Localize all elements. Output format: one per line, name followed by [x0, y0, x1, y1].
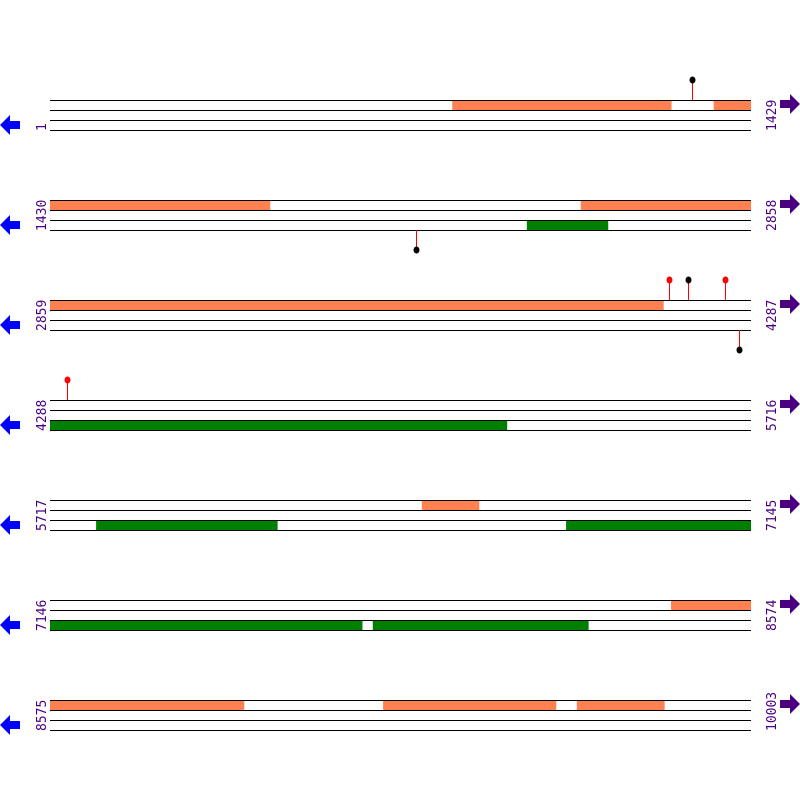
- lower-feature[interactable]: [96, 520, 278, 530]
- sequence-row: 4288 5716: [0, 376, 800, 435]
- upper-feature[interactable]: [50, 200, 271, 210]
- row-end-label: 8574: [765, 600, 780, 631]
- row-end-label: 10003: [765, 692, 780, 731]
- row-end-label: 1429: [765, 100, 780, 131]
- row-end-label: 7145: [765, 500, 780, 531]
- lower-feature[interactable]: [526, 220, 609, 230]
- sequence-row: 1430 2858: [0, 194, 800, 254]
- marker-head: [685, 276, 692, 284]
- row-end-label: 2858: [765, 200, 780, 231]
- arrow-right-icon[interactable]: [780, 494, 800, 514]
- arrow-right-icon[interactable]: [780, 694, 800, 714]
- arrow-right-icon[interactable]: [780, 94, 800, 114]
- row-start-label: 1430: [35, 200, 50, 231]
- lower-feature[interactable]: [372, 620, 589, 630]
- site-marker[interactable]: [64, 376, 71, 401]
- marker-head: [689, 76, 696, 84]
- lower-feature[interactable]: [566, 520, 751, 530]
- row-start-label: 8575: [35, 700, 50, 731]
- row-start-label: 5717: [35, 500, 50, 531]
- upper-feature[interactable]: [421, 500, 480, 510]
- marker-head: [413, 246, 420, 254]
- upper-feature[interactable]: [452, 100, 672, 110]
- marker-head: [666, 276, 673, 284]
- sequence-row: 5717 7145: [0, 494, 800, 535]
- arrow-left-icon[interactable]: [0, 315, 20, 335]
- lower-feature[interactable]: [50, 420, 508, 430]
- sequence-row: 1 1429: [0, 76, 800, 135]
- arrow-left-icon[interactable]: [0, 715, 20, 735]
- arrow-left-icon[interactable]: [0, 415, 20, 435]
- site-marker[interactable]: [722, 276, 729, 301]
- marker-head: [736, 346, 743, 354]
- upper-feature[interactable]: [576, 700, 665, 710]
- upper-feature[interactable]: [713, 100, 751, 110]
- row-start-label: 7146: [35, 600, 50, 631]
- lower-feature[interactable]: [50, 620, 363, 630]
- upper-feature[interactable]: [50, 300, 664, 310]
- site-marker[interactable]: [413, 230, 420, 254]
- arrow-left-icon[interactable]: [0, 615, 20, 635]
- upper-feature[interactable]: [580, 200, 751, 210]
- row-start-label: 1: [35, 123, 50, 131]
- upper-feature[interactable]: [50, 700, 245, 710]
- row-end-label: 5716: [765, 400, 780, 431]
- arrow-right-icon[interactable]: [780, 294, 800, 314]
- row-start-label: 4288: [35, 400, 50, 431]
- marker-head: [64, 376, 71, 384]
- site-marker[interactable]: [666, 276, 673, 301]
- row-start-label: 2859: [35, 300, 50, 331]
- arrow-left-icon[interactable]: [0, 115, 20, 135]
- arrow-right-icon[interactable]: [780, 194, 800, 214]
- upper-feature[interactable]: [671, 600, 751, 610]
- sequence-row: 8575 10003: [0, 692, 800, 735]
- arrow-left-icon[interactable]: [0, 215, 20, 235]
- sequence-row: 2859 4287: [0, 276, 800, 354]
- arrow-left-icon[interactable]: [0, 515, 20, 535]
- site-marker[interactable]: [736, 330, 743, 354]
- arrow-right-icon[interactable]: [780, 394, 800, 414]
- arrow-right-icon[interactable]: [780, 594, 800, 614]
- sequence-row: 7146 8574: [0, 594, 800, 635]
- marker-head: [722, 276, 729, 284]
- site-marker[interactable]: [689, 76, 696, 101]
- site-marker[interactable]: [685, 276, 692, 301]
- row-end-label: 4287: [765, 300, 780, 331]
- upper-feature[interactable]: [383, 700, 557, 710]
